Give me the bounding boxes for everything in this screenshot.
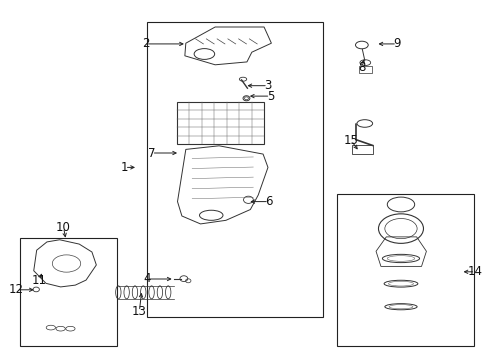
Text: 6: 6: [264, 195, 272, 208]
Text: 13: 13: [132, 305, 146, 318]
Text: 2: 2: [142, 37, 149, 50]
Bar: [337, 194, 473, 346]
Text: 7: 7: [147, 147, 155, 159]
Text: 1: 1: [121, 161, 128, 174]
Text: 14: 14: [467, 265, 482, 278]
Text: 4: 4: [142, 273, 150, 285]
Text: 5: 5: [266, 90, 274, 103]
Bar: [177, 102, 264, 144]
Bar: [146, 22, 322, 317]
Text: 15: 15: [343, 134, 358, 147]
Text: 8: 8: [357, 61, 365, 74]
Text: 12: 12: [9, 283, 24, 296]
Bar: [358, 66, 371, 73]
Text: 10: 10: [56, 221, 71, 234]
Text: 11: 11: [32, 274, 46, 287]
Text: 9: 9: [392, 37, 400, 50]
Bar: [351, 145, 372, 154]
Bar: [20, 238, 117, 346]
Text: 3: 3: [264, 79, 271, 92]
